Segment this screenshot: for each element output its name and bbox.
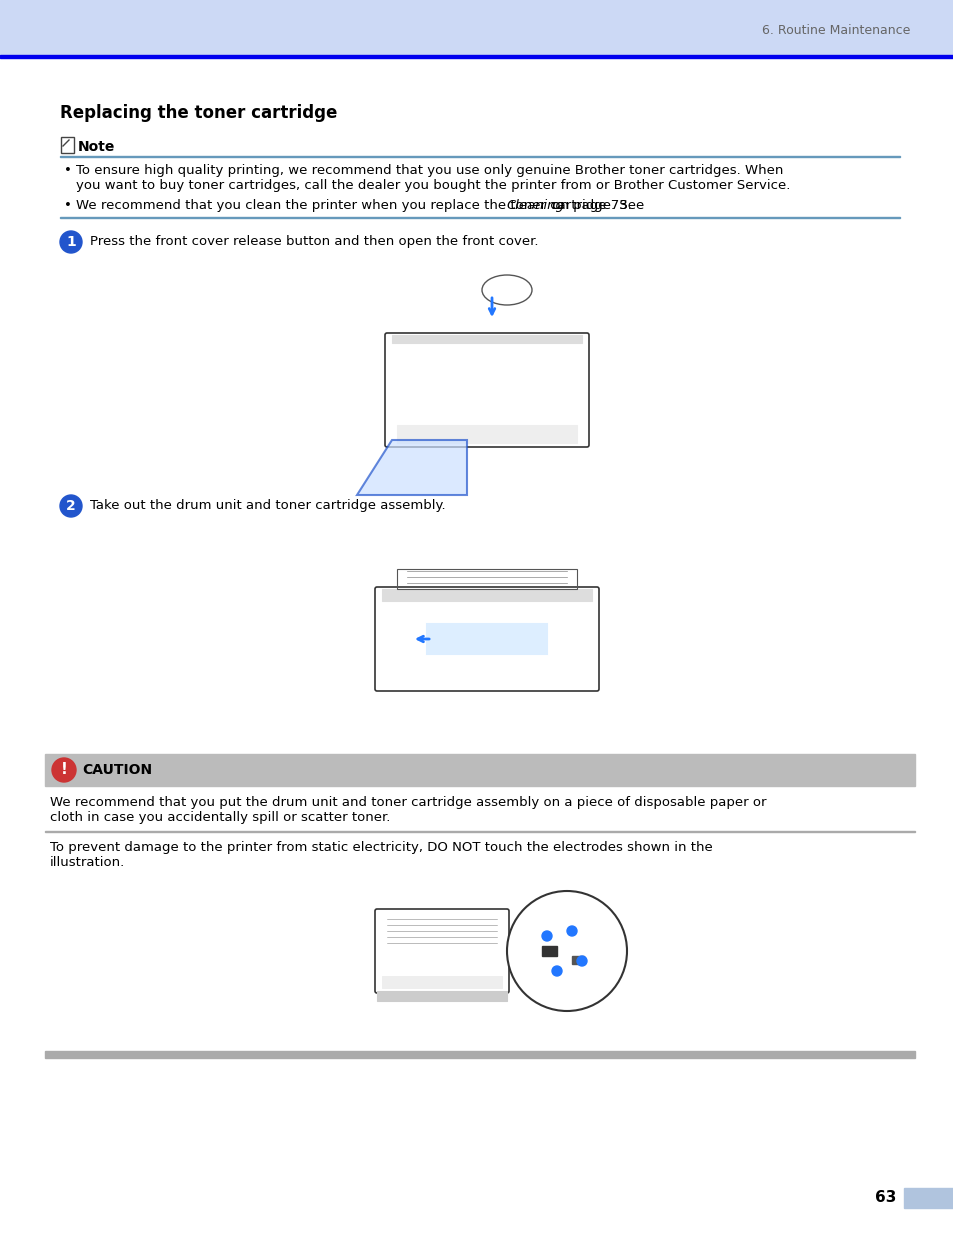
Text: cloth in case you accidentally spill or scatter toner.: cloth in case you accidentally spill or … bbox=[50, 811, 390, 824]
Text: 2: 2 bbox=[66, 499, 76, 513]
Circle shape bbox=[506, 890, 626, 1011]
Text: 63: 63 bbox=[874, 1191, 895, 1205]
Text: To ensure high quality printing, we recommend that you use only genuine Brother : To ensure high quality printing, we reco… bbox=[76, 164, 782, 177]
Text: Replacing the toner cartridge: Replacing the toner cartridge bbox=[60, 104, 337, 122]
Circle shape bbox=[566, 926, 577, 936]
Bar bbox=[392, 335, 581, 343]
Text: Note: Note bbox=[78, 140, 115, 154]
Circle shape bbox=[577, 956, 586, 966]
Polygon shape bbox=[356, 440, 467, 495]
Bar bbox=[45, 755, 914, 785]
Bar bbox=[0, 0, 953, 56]
Text: 6. Routine Maintenance: 6. Routine Maintenance bbox=[760, 23, 909, 37]
Text: you want to buy toner cartridges, call the dealer you bought the printer from or: you want to buy toner cartridges, call t… bbox=[76, 179, 789, 191]
Text: We recommend that you put the drum unit and toner cartridge assembly on a piece : We recommend that you put the drum unit … bbox=[50, 797, 765, 809]
Text: !: ! bbox=[60, 762, 68, 778]
Text: CAUTION: CAUTION bbox=[82, 763, 152, 777]
Bar bbox=[427, 624, 546, 655]
Circle shape bbox=[60, 231, 82, 253]
Bar bbox=[381, 589, 592, 601]
Circle shape bbox=[541, 931, 552, 941]
Text: We recommend that you clean the printer when you replace the toner cartridge. Se: We recommend that you clean the printer … bbox=[76, 199, 648, 212]
Text: Take out the drum unit and toner cartridge assembly.: Take out the drum unit and toner cartrid… bbox=[90, 499, 445, 513]
Text: 1: 1 bbox=[66, 235, 76, 249]
Circle shape bbox=[552, 966, 561, 976]
Bar bbox=[381, 976, 501, 988]
Bar bbox=[376, 990, 506, 1002]
Bar bbox=[903, 1188, 953, 1208]
Circle shape bbox=[52, 758, 76, 782]
Text: To prevent damage to the printer from static electricity, DO NOT touch the elect: To prevent damage to the printer from st… bbox=[50, 841, 712, 853]
Circle shape bbox=[60, 495, 82, 517]
Bar bbox=[61, 137, 74, 153]
Bar bbox=[0, 56, 953, 58]
Bar bbox=[396, 569, 577, 589]
Bar bbox=[396, 425, 577, 443]
Text: •: • bbox=[64, 164, 71, 177]
Bar bbox=[572, 956, 583, 965]
Text: illustration.: illustration. bbox=[50, 856, 125, 869]
Bar bbox=[541, 946, 557, 956]
Text: •: • bbox=[64, 199, 71, 212]
Text: on page 73.: on page 73. bbox=[548, 199, 632, 212]
Text: Press the front cover release button and then open the front cover.: Press the front cover release button and… bbox=[90, 236, 537, 248]
Text: Cleaning: Cleaning bbox=[506, 199, 564, 212]
Bar bbox=[45, 1051, 914, 1058]
